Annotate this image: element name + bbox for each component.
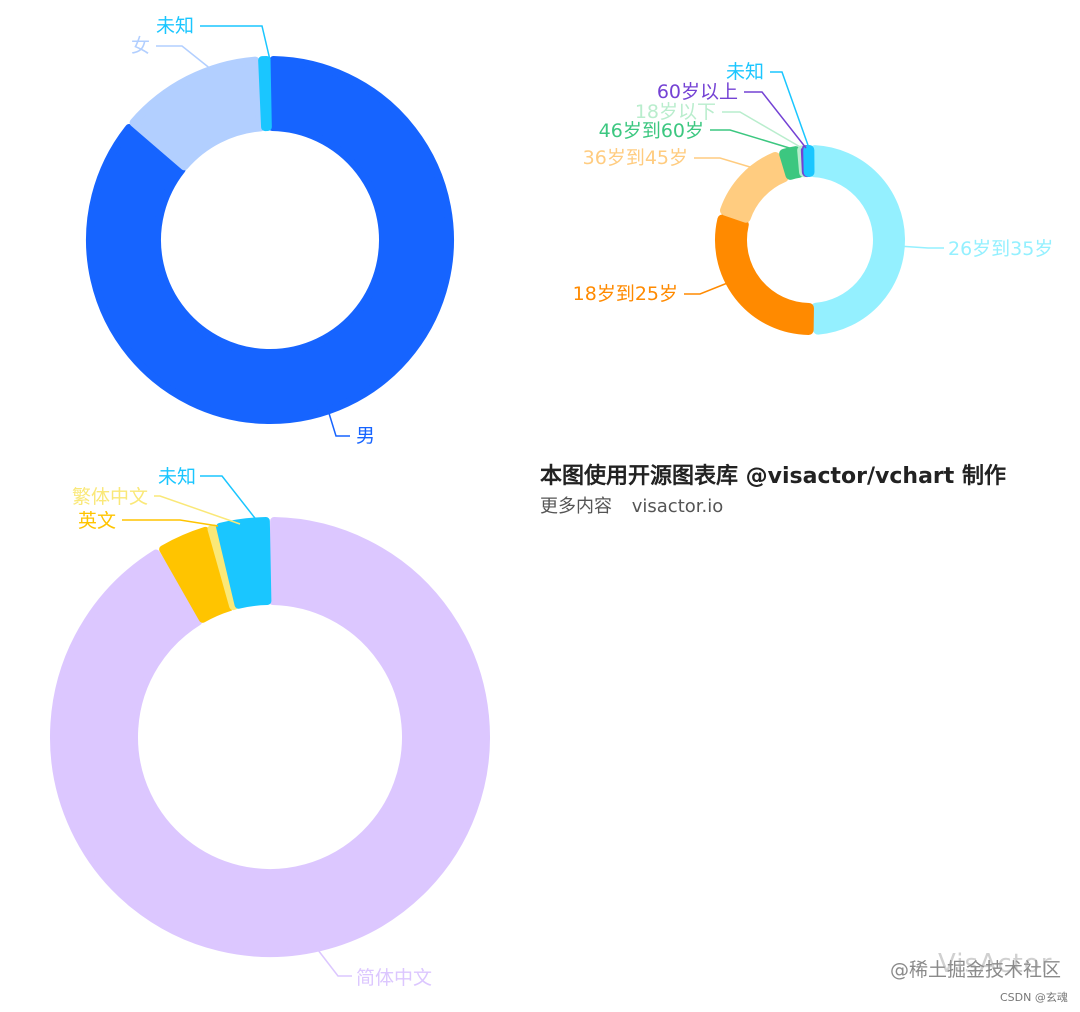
leader-line-2-3 — [200, 475, 259, 523]
pie-slice-2-3[interactable] — [216, 517, 272, 609]
slice-label-1-2: 36岁到45岁 — [583, 147, 688, 169]
pie-slice-1-1[interactable] — [715, 214, 814, 335]
pie-slice-0-0[interactable] — [86, 56, 454, 424]
leader-line-0-0 — [327, 409, 350, 437]
pie-slice-1-0[interactable] — [808, 145, 905, 335]
slice-label-1-5: 60岁以上 — [657, 81, 738, 103]
leader-line-1-5 — [744, 91, 807, 149]
leader-line-1-1 — [684, 277, 741, 295]
watermark-text: @稀土掘金技术社区 — [890, 959, 1062, 981]
slice-label-0-1: 女 — [131, 35, 150, 57]
leader-line-0-1 — [156, 45, 213, 71]
pie-slice-1-6[interactable] — [803, 145, 815, 178]
slice-label-1-3: 46岁到60岁 — [599, 120, 704, 142]
pie-slice-1-3[interactable] — [779, 146, 805, 180]
credit-link[interactable]: visactor.io — [631, 496, 724, 517]
credit-title: 本图使用开源图表库 @visactor/vchart 制作 — [540, 464, 1006, 489]
slice-label-1-0: 26岁到35岁 — [948, 238, 1053, 260]
leader-line-1-2 — [694, 157, 761, 171]
pie-slice-1-2[interactable] — [719, 151, 789, 223]
slice-label-2-3: 未知 — [158, 466, 196, 488]
leader-line-1-3 — [710, 129, 797, 151]
leader-line-2-1 — [122, 519, 219, 527]
watermark: VisActor @稀土掘金技术社区 CSDN @玄魂 — [890, 949, 1068, 1004]
slice-label-1-4: 18岁以下 — [635, 101, 716, 123]
pie-slice-2-0[interactable] — [50, 517, 490, 957]
slice-label-1-6: 未知 — [726, 61, 764, 83]
slice-label-2-1: 英文 — [78, 510, 116, 532]
credit-more-label: 更多内容 — [540, 496, 612, 517]
slice-label-0-0: 男 — [356, 425, 375, 447]
slice-label-0-2: 未知 — [156, 15, 194, 37]
leader-line-1-4 — [722, 111, 803, 149]
slice-label-1-1: 18岁到25岁 — [573, 283, 678, 305]
leader-line-0-2 — [200, 25, 271, 61]
gender-donut-chart: 男 女未知 — [86, 15, 454, 447]
leader-line-2-2 — [154, 495, 241, 525]
slice-label-2-0: 简体中文 — [356, 967, 432, 989]
pie-slice-0-2[interactable] — [258, 56, 272, 132]
slice-label-2-2: 繁体中文 — [72, 486, 148, 508]
leader-line-2-0 — [317, 949, 352, 977]
leader-line-1-0 — [897, 245, 944, 249]
leader-line-1-6 — [770, 71, 810, 149]
watermark-csdn: CSDN @玄魂 — [1000, 991, 1068, 1004]
pie-slice-0-1[interactable] — [129, 56, 265, 171]
credit-subtitle: 更多内容 visactor.io — [540, 492, 737, 518]
watermark-logo: VisActor — [938, 949, 1053, 979]
